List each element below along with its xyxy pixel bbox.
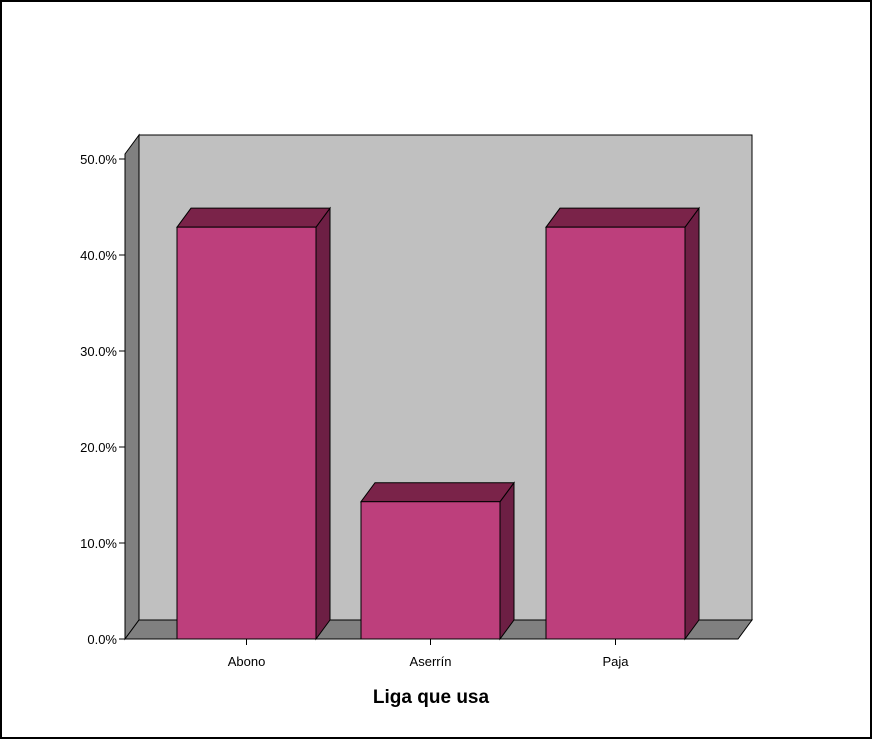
bar-side [684, 206, 700, 641]
bars [176, 206, 700, 641]
y-tick-label: 30.0% [80, 344, 117, 359]
bar [360, 481, 515, 641]
bar-top [176, 207, 331, 228]
side-wall [124, 133, 140, 641]
y-tick-label: 50.0% [80, 152, 117, 167]
bar-front [545, 226, 686, 640]
x-tick-label: Abono [228, 654, 266, 669]
bar-top [360, 482, 515, 503]
bar-front [176, 226, 317, 640]
bar [176, 206, 331, 641]
y-tick-label: 40.0% [80, 248, 117, 263]
y-tick-label: 0.0% [87, 632, 117, 647]
bar-front [360, 501, 501, 640]
y-tick-label: 20.0% [80, 440, 117, 455]
x-axis-label: Liga que usa [373, 687, 490, 708]
x-tick-label: Aserrín [410, 654, 452, 669]
x-axis: Abono Aserrín Paja [125, 638, 738, 669]
y-tick-label: 10.0% [80, 536, 117, 551]
bar-side [315, 206, 331, 641]
bar-side [499, 481, 515, 641]
x-tick-label: Paja [602, 654, 629, 669]
bar-top [545, 207, 700, 228]
y-axis: 0.0% 10.0% 20.0% 30.0% 40.0% 50.0% [80, 152, 125, 647]
bar [545, 206, 700, 641]
